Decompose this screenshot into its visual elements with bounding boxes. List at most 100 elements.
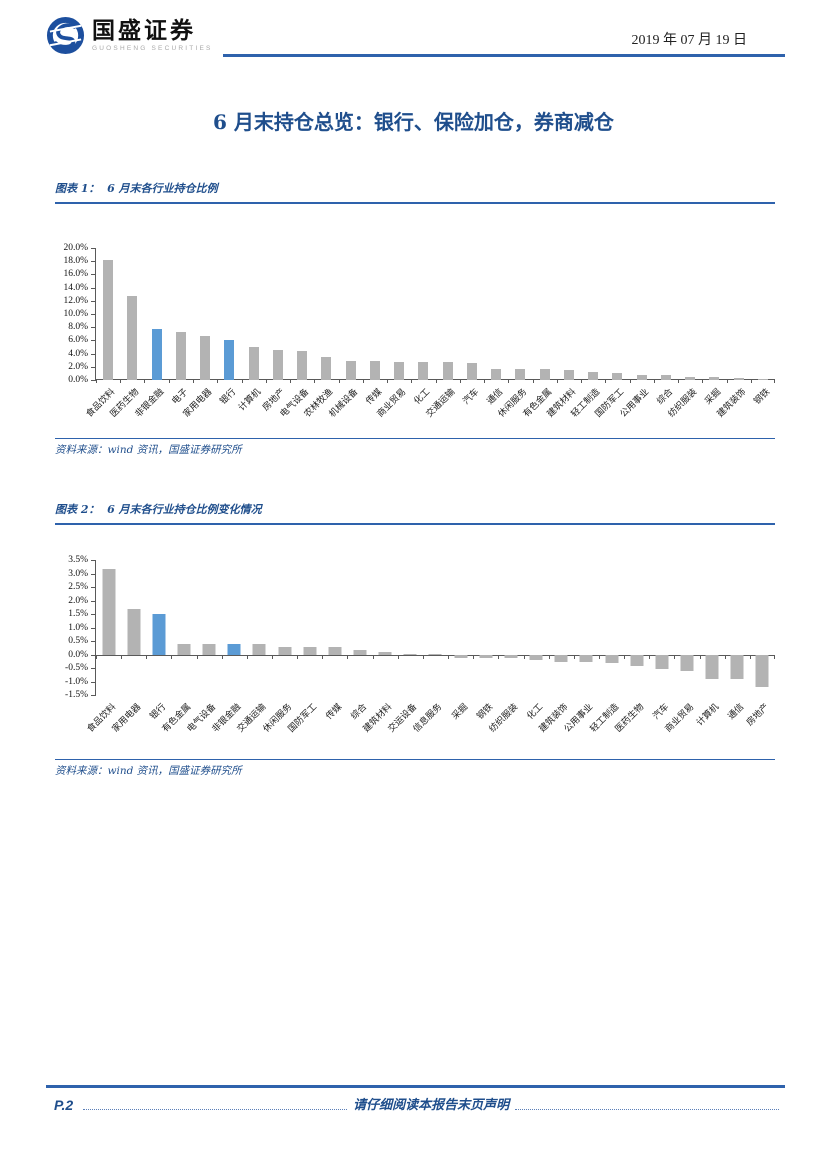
x-axis-tick: [556, 379, 558, 383]
bar-column-商业贸易: [387, 248, 411, 380]
x-axis-tick: [146, 654, 148, 659]
bar-交通运输: [442, 362, 453, 380]
bar-国防军工: [303, 646, 317, 655]
guosheng-logo-icon: [46, 16, 85, 55]
x-axis-tick: [241, 379, 243, 383]
brand-name-cn: 国盛证券: [92, 18, 196, 44]
footer-dotted-line: [515, 1109, 780, 1110]
y-axis-label: 3.5%: [68, 555, 88, 565]
y-axis-tick: [91, 560, 96, 561]
bar-食品饮料: [102, 568, 116, 655]
bar-column-有色金属: [533, 248, 557, 380]
bar-column-休闲服务: [272, 560, 297, 695]
bar-有色金属: [539, 369, 550, 380]
bar-医药生物: [127, 296, 138, 380]
bar-化工: [418, 362, 429, 380]
bar-column-交通运输: [436, 248, 460, 380]
y-axis-label: 1.5%: [68, 609, 88, 619]
x-axis-tick: [624, 654, 626, 659]
brand-text: 国盛证券 GUOSHENG SECURITIES: [92, 18, 213, 52]
figure-1-plot-area: 食品饮料 医药生物 非银金融 电子 家用电器 银行 计算机 房地产 电气设备 农林牧渔 机械设备 传媒…: [85, 248, 775, 420]
x-axis-tick: [605, 379, 607, 383]
x-axis-tick: [221, 654, 223, 659]
bar-信息服务: [428, 653, 442, 655]
figure-2-plot-area: 食品饮料 家用电器 银行 有色金属 电气设备 非银金融 交通运输 休闲服务 国防军工 传媒 综合 建筑…: [85, 560, 775, 735]
y-axis-label: 8.0%: [68, 322, 88, 333]
x-axis-tick: [581, 379, 582, 383]
bar-采掘: [709, 377, 720, 380]
brand-name-en: GUOSHENG SECURITIES: [92, 44, 213, 52]
y-axis-tick: [91, 261, 96, 263]
y-axis-tick: [91, 654, 96, 656]
y-axis-label: 0.0%: [68, 375, 88, 385]
bar-休闲服务: [515, 369, 526, 380]
y-axis-tick: [91, 668, 96, 669]
bar-商业贸易: [680, 654, 694, 671]
bar-column-传媒: [322, 560, 347, 695]
bar-column-建筑装饰: [726, 248, 750, 380]
y-axis-label: 10.0%: [63, 309, 88, 319]
y-axis-tick: [91, 627, 96, 629]
y-axis-label: 2.0%: [68, 595, 88, 606]
y-axis-tick: [91, 380, 96, 381]
x-axis-tick: [322, 654, 324, 659]
bar-建筑装饰: [733, 378, 744, 380]
bar-column-采掘: [448, 560, 473, 695]
x-axis-tick: [411, 379, 413, 383]
footer-disclaimer: 请仔细阅读本报告末页声明: [353, 1098, 510, 1113]
x-axis-tick: [144, 379, 146, 383]
x-axis-tick: [347, 654, 349, 659]
bar-房地产: [755, 654, 769, 687]
report-title: 6 月末持仓总览：银行、保险加仓，券商减仓: [213, 110, 614, 134]
bar-综合: [660, 375, 671, 380]
y-axis-label: 0.0%: [68, 649, 88, 660]
bar-国防军工: [612, 373, 623, 380]
x-axis-tick: [724, 654, 726, 659]
x-axis-tick: [246, 654, 248, 659]
x-axis-tick: [121, 654, 123, 659]
bar-化工: [529, 654, 543, 660]
y-axis-tick: [91, 353, 96, 355]
y-axis-label: -0.5%: [65, 663, 88, 673]
bar-采掘: [454, 654, 468, 658]
x-axis-tick: [548, 654, 550, 659]
bar-column-食品饮料: [96, 248, 120, 380]
y-axis-tick: [91, 641, 96, 642]
bar-column-公用事业: [630, 248, 654, 380]
brand-logo: 国盛证券 GUOSHENG SECURITIES: [46, 16, 213, 57]
bar-计算机: [248, 347, 259, 380]
y-axis-label: 14.0%: [63, 282, 88, 293]
y-axis-label: 6.0%: [68, 335, 88, 346]
bar-家用电器: [200, 336, 211, 380]
x-axis-tick: [629, 379, 631, 383]
bar-交通运输: [252, 643, 266, 655]
x-axis-tick: [674, 654, 676, 659]
bar-column-医药生物: [120, 248, 144, 380]
x-axis-tick: [171, 654, 173, 659]
y-axis-tick: [91, 300, 96, 302]
x-axis-tick: [217, 379, 219, 383]
bar-column-商业贸易: [674, 560, 699, 695]
bar-传媒: [328, 646, 342, 655]
page-header: 国盛证券 GUOSHENG SECURITIES 2019 年 07 月 19 …: [46, 16, 785, 57]
bar-column-汽车: [460, 248, 484, 380]
bar-column-食品饮料: [96, 560, 121, 695]
bar-综合: [353, 649, 367, 655]
bar-计算机: [705, 654, 719, 679]
x-axis-tick: [314, 379, 316, 383]
bar-公用事业: [579, 654, 593, 662]
x-axis-tick: [523, 654, 525, 659]
bar-column-医药生物: [624, 560, 649, 695]
bar-column-非银金融: [145, 248, 169, 380]
x-axis-tick: [168, 379, 170, 383]
bar-家用电器: [127, 608, 141, 655]
bar-column-钢铁: [473, 560, 498, 695]
x-axis-tick: [573, 654, 575, 659]
y-axis-tick: [91, 327, 96, 329]
y-axis-tick: [91, 274, 96, 276]
highlighted-bar-银行: [152, 613, 166, 655]
bar-农林牧渔: [321, 357, 332, 380]
bar-column-房地产: [750, 560, 775, 695]
x-axis-tick: [289, 379, 291, 383]
